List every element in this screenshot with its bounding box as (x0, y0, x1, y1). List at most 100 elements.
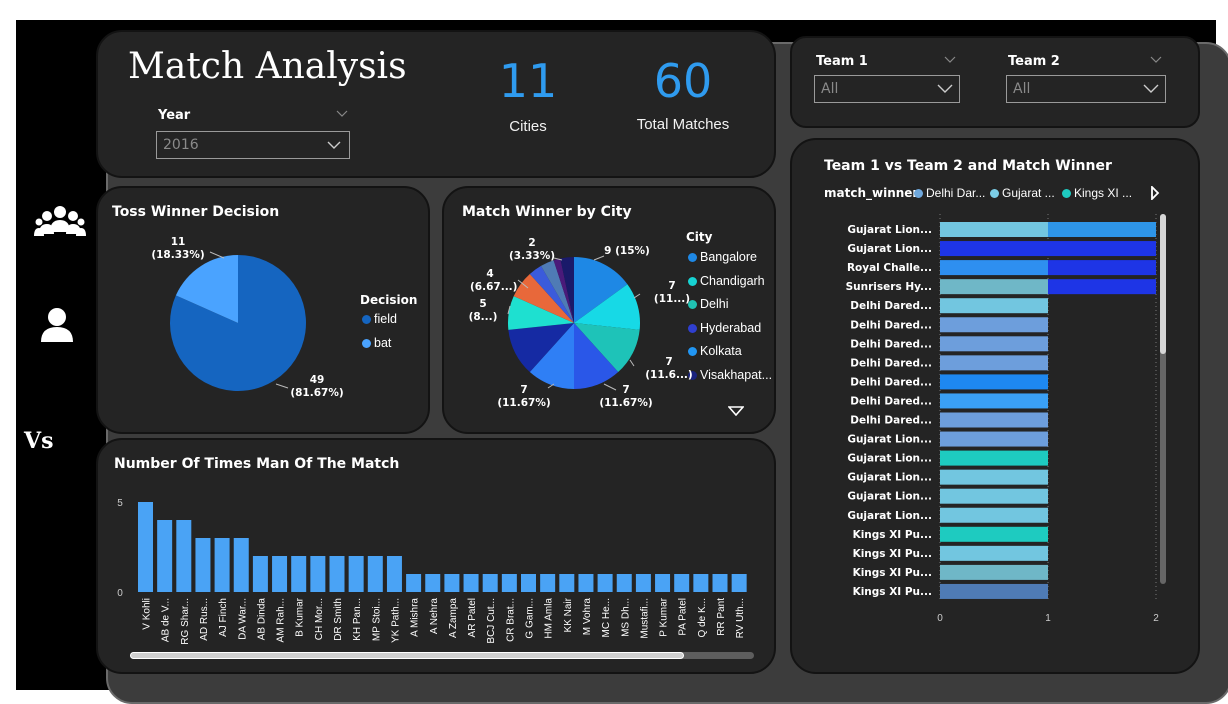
mom-bar[interactable] (425, 574, 441, 592)
teams-legend-item[interactable]: Kings XI ... (1062, 186, 1132, 200)
teams-legend-item[interactable]: Gujarat ... (990, 186, 1055, 200)
mom-bar[interactable] (310, 556, 326, 592)
horizontal-scrollbar[interactable] (130, 652, 754, 659)
legend-next-icon[interactable] (1150, 186, 1160, 200)
mom-bar-chart[interactable]: 0 5 V Kohli AB de V... RG Shar... AD Rus... AJ… (98, 440, 774, 672)
team-bar-segment[interactable] (940, 241, 1156, 257)
pie-slice-1[interactable] (175, 255, 238, 323)
pie-slice-0[interactable] (574, 257, 628, 323)
team-bar-segment[interactable] (940, 431, 1048, 447)
team-bar-segment[interactable] (940, 488, 1048, 504)
pie-slice-6[interactable] (508, 296, 574, 330)
city-legend-item[interactable]: Hyderabad (688, 321, 761, 335)
mom-bar[interactable] (406, 574, 422, 592)
team-bar-segment[interactable] (940, 298, 1048, 314)
toss-legend-field[interactable]: field (362, 312, 397, 326)
team-bar-segment[interactable] (940, 355, 1048, 371)
versus-icon[interactable]: Vs (24, 428, 54, 454)
team-bar-segment[interactable] (940, 336, 1048, 352)
mom-bar[interactable] (252, 556, 268, 592)
mom-bar[interactable] (731, 574, 747, 592)
city-legend-item[interactable]: Bangalore (688, 250, 757, 264)
players-group-icon[interactable] (34, 202, 86, 246)
team-bar-segment[interactable] (940, 393, 1048, 409)
mom-bar[interactable] (367, 556, 383, 592)
scrollbar-thumb[interactable] (1160, 214, 1166, 354)
mom-bar[interactable] (444, 574, 460, 592)
team-bar-segment[interactable] (1048, 222, 1156, 237)
city-pie-chart[interactable] (444, 188, 774, 432)
teams-legend-item[interactable]: Delhi Dar... (914, 186, 985, 200)
pie-slice-9[interactable] (541, 260, 574, 323)
mom-bar[interactable] (712, 574, 728, 592)
toss-legend-bat[interactable]: bat (362, 336, 391, 350)
toss-pie-chart[interactable] (98, 188, 428, 432)
mom-bar[interactable] (348, 556, 364, 592)
mom-bar[interactable] (157, 520, 173, 592)
pie-slice-1[interactable] (574, 284, 640, 330)
legend-scroll-down-icon[interactable] (728, 406, 744, 416)
mom-bar[interactable] (616, 574, 632, 592)
mom-bar[interactable] (195, 538, 211, 592)
year-dropdown[interactable]: 2016 (156, 131, 350, 159)
mom-bar[interactable] (291, 556, 307, 592)
team-bar-segment[interactable] (940, 279, 1048, 295)
team-bar-segment[interactable] (940, 412, 1048, 428)
team-bar-segment[interactable] (940, 526, 1048, 542)
city-legend-item[interactable]: Delhi (688, 297, 729, 311)
mom-bar[interactable] (540, 574, 556, 592)
pie-slice-2[interactable] (574, 323, 640, 373)
team-bar-segment[interactable] (940, 507, 1048, 523)
pie-slice-4[interactable] (529, 323, 574, 389)
mom-bar[interactable] (386, 556, 402, 592)
person-icon[interactable] (40, 307, 74, 347)
team-bar-segment[interactable] (1048, 279, 1156, 295)
team-bar-segment[interactable] (940, 564, 1048, 580)
vertical-scrollbar[interactable] (1160, 214, 1166, 584)
teams-bar-chart[interactable]: 0 1 2 Gujarat Lion... Gujarat Lion... Royal C… (792, 140, 1198, 672)
mom-bar[interactable] (176, 520, 192, 592)
pie-slice-11[interactable] (560, 257, 574, 323)
team-bar-segment[interactable] (940, 450, 1048, 466)
mom-bar[interactable] (138, 502, 153, 592)
city-legend-item[interactable]: Kolkata (688, 344, 742, 358)
mom-bar[interactable] (597, 574, 613, 592)
team-bar-segment[interactable] (940, 222, 1048, 237)
team-bar-segment[interactable] (940, 469, 1048, 485)
pie-slice-10[interactable] (553, 258, 574, 323)
mom-bar[interactable] (463, 574, 479, 592)
team1-dropdown[interactable]: All (814, 75, 960, 103)
y-tick-label: Gujarat Lion... (847, 243, 932, 255)
team-bar-segment[interactable] (1048, 260, 1156, 276)
pie-slice-5[interactable] (508, 323, 574, 373)
pie-slice-8[interactable] (529, 265, 574, 323)
team-bar-segment[interactable] (940, 260, 1048, 276)
team-bar-segment[interactable] (940, 317, 1048, 333)
team-bar-segment[interactable] (940, 545, 1048, 561)
mom-bar[interactable] (329, 556, 345, 592)
mom-bar[interactable] (674, 574, 690, 592)
mom-bar[interactable] (214, 538, 230, 592)
mom-bar[interactable] (521, 574, 536, 592)
mom-bar[interactable] (559, 574, 575, 592)
mom-bar[interactable] (655, 574, 671, 592)
team-bar-segment[interactable] (940, 374, 1048, 390)
chevron-down-icon[interactable] (1150, 56, 1162, 64)
mom-bar[interactable] (635, 574, 651, 592)
chevron-down-icon[interactable] (944, 56, 956, 64)
man-of-match-card: Number Of Times Man Of The Match 0 5 V Koh… (96, 438, 776, 674)
city-legend-item[interactable]: Visakhapat... (688, 368, 772, 382)
mom-bar[interactable] (272, 556, 288, 592)
mom-bar[interactable] (693, 574, 709, 592)
chevron-down-icon[interactable] (336, 110, 348, 118)
mom-bar[interactable] (482, 574, 498, 592)
city-legend-item[interactable]: Chandigarh (688, 274, 765, 288)
mom-bar[interactable] (501, 574, 517, 592)
team2-dropdown[interactable]: All (1006, 75, 1166, 103)
pie-slice-7[interactable] (513, 273, 574, 323)
mom-bar[interactable] (578, 574, 594, 592)
scrollbar-thumb[interactable] (130, 652, 684, 659)
team-bar-segment[interactable] (940, 583, 1048, 599)
pie-slice-3[interactable] (574, 323, 619, 389)
mom-bar[interactable] (233, 538, 249, 592)
